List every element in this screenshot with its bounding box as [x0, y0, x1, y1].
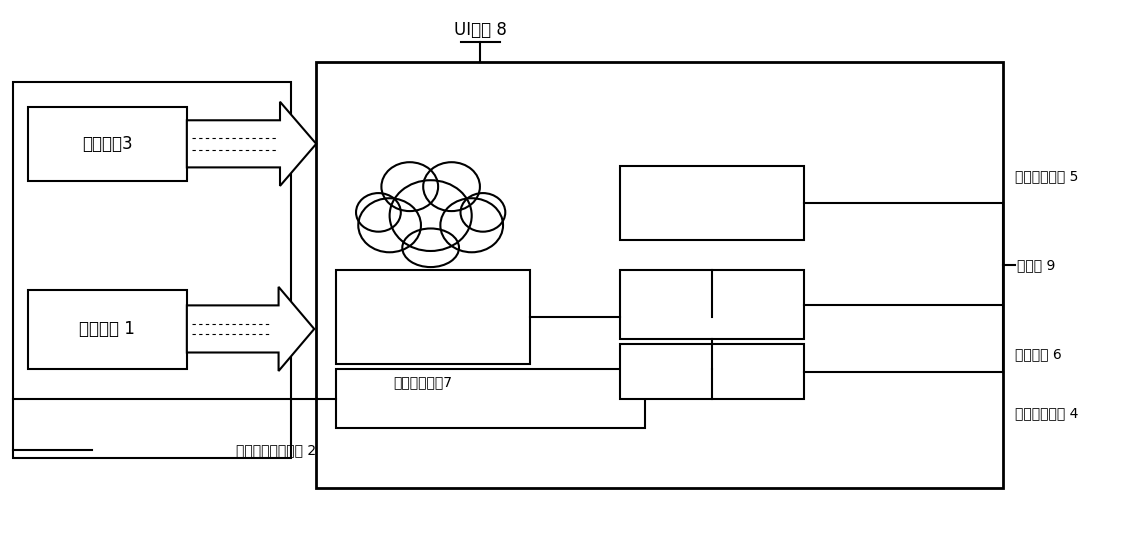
- Bar: [619, 270, 804, 339]
- Ellipse shape: [381, 162, 438, 211]
- Bar: [619, 344, 804, 399]
- Text: 存储模块 6: 存储模块 6: [1015, 347, 1061, 361]
- Ellipse shape: [403, 228, 459, 267]
- Text: 数据传输串口模块 2: 数据传输串口模块 2: [237, 443, 317, 457]
- Bar: [316, 62, 1003, 488]
- Text: UI终端 8: UI终端 8: [453, 21, 506, 40]
- Text: 信息处理模块 4: 信息处理模块 4: [1015, 407, 1078, 421]
- Bar: [336, 270, 530, 364]
- Ellipse shape: [440, 198, 503, 253]
- Bar: [619, 166, 804, 240]
- Bar: [28, 107, 187, 181]
- Ellipse shape: [356, 193, 400, 232]
- Text: 温度校正模块 5: 温度校正模块 5: [1015, 169, 1078, 183]
- Text: 热成像仪 1: 热成像仪 1: [79, 321, 135, 338]
- Ellipse shape: [460, 193, 505, 232]
- Polygon shape: [187, 287, 315, 371]
- Text: 计算机 9: 计算机 9: [1016, 258, 1055, 272]
- Text: 视频监控3: 视频监控3: [82, 135, 133, 153]
- Ellipse shape: [359, 198, 421, 253]
- Ellipse shape: [389, 180, 472, 251]
- Bar: [12, 82, 291, 458]
- Bar: [336, 369, 644, 428]
- Ellipse shape: [423, 162, 479, 211]
- Text: 人脸识别模块7: 人脸识别模块7: [394, 375, 452, 389]
- Polygon shape: [187, 102, 316, 186]
- Bar: [28, 290, 187, 369]
